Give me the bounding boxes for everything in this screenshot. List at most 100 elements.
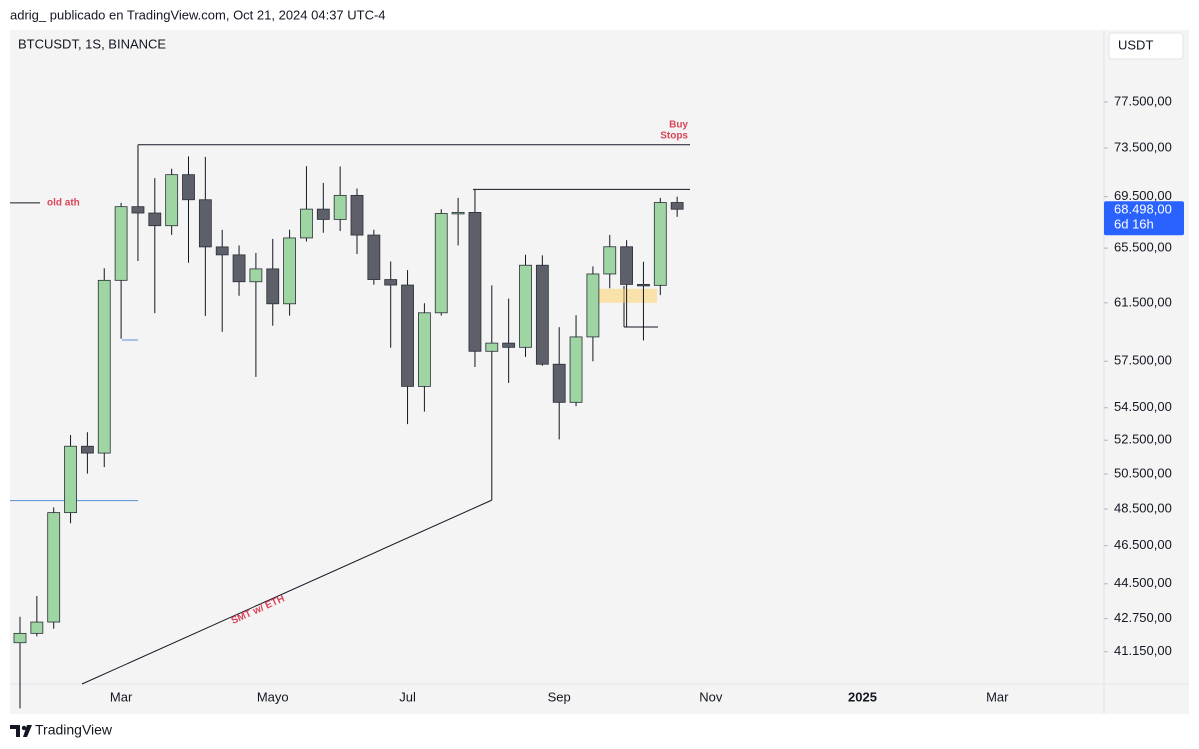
candle bbox=[131, 144, 145, 262]
y-tick-label: 44.500,00 bbox=[1114, 575, 1172, 590]
candle-body bbox=[569, 336, 583, 403]
candle-body bbox=[367, 234, 381, 280]
candle-body bbox=[249, 268, 263, 283]
candle-body bbox=[451, 211, 465, 215]
candle bbox=[401, 270, 414, 425]
candle-body bbox=[316, 208, 330, 220]
candle bbox=[519, 254, 532, 357]
candle-body bbox=[47, 512, 61, 623]
y-tick-label: 48.500,00 bbox=[1114, 500, 1172, 515]
candle bbox=[569, 315, 583, 407]
candle-body bbox=[350, 194, 364, 236]
chart-panel bbox=[10, 30, 1189, 714]
annotation-label: Stops bbox=[660, 130, 688, 141]
zone bbox=[590, 288, 657, 303]
candle bbox=[535, 255, 549, 366]
candle-body bbox=[552, 363, 566, 403]
y-tick-label: 50.500,00 bbox=[1114, 465, 1172, 480]
candle-body bbox=[165, 174, 179, 227]
last-price-marker bbox=[1104, 201, 1184, 236]
chart-title: BTCUSDT, 1S, BINANCE bbox=[18, 36, 166, 51]
candle-body bbox=[535, 264, 549, 365]
candle bbox=[30, 595, 44, 637]
candle-body bbox=[620, 246, 633, 285]
candle-body bbox=[502, 342, 516, 348]
candle bbox=[64, 435, 77, 524]
candle bbox=[502, 298, 516, 383]
candle-body bbox=[485, 342, 499, 352]
level-label: old ath bbox=[47, 198, 80, 209]
candle bbox=[485, 285, 499, 501]
candle bbox=[603, 234, 617, 289]
candle bbox=[300, 166, 313, 242]
candle bbox=[198, 156, 212, 316]
candle bbox=[637, 261, 650, 341]
candle-body bbox=[401, 284, 414, 387]
candle-body bbox=[148, 212, 162, 227]
candle bbox=[47, 507, 61, 629]
candle-body bbox=[81, 445, 94, 454]
candle-body bbox=[131, 206, 145, 214]
candle-body bbox=[232, 254, 246, 283]
candle bbox=[468, 189, 482, 367]
x-tick-label: Mar bbox=[110, 689, 133, 704]
x-tick-label: Nov bbox=[699, 689, 723, 704]
candle-body bbox=[64, 445, 77, 514]
candle bbox=[417, 303, 431, 412]
candle-body bbox=[182, 174, 195, 201]
trendline bbox=[81, 499, 493, 685]
candle bbox=[165, 168, 179, 235]
candle-body bbox=[519, 264, 532, 348]
candle-body bbox=[300, 208, 313, 239]
candle-body bbox=[97, 279, 111, 454]
candle bbox=[670, 196, 684, 217]
x-tick-label: Mayo bbox=[257, 689, 289, 704]
candle-body bbox=[434, 213, 448, 314]
candle-body bbox=[13, 632, 27, 644]
candle-body bbox=[653, 202, 667, 286]
candle bbox=[333, 166, 347, 232]
candle bbox=[283, 229, 297, 316]
candle-body bbox=[384, 279, 398, 286]
annotation-label: Buy bbox=[669, 119, 688, 130]
candle-body bbox=[30, 621, 44, 634]
candle bbox=[316, 182, 330, 233]
brand: TradingView bbox=[35, 722, 113, 738]
candle bbox=[434, 209, 448, 316]
candle bbox=[97, 268, 111, 468]
brand-logo bbox=[10, 725, 32, 737]
candle bbox=[13, 616, 27, 709]
candle-body bbox=[468, 211, 482, 352]
candle-body bbox=[266, 268, 280, 305]
candle-body bbox=[333, 194, 347, 220]
candle bbox=[266, 238, 280, 326]
countdown: 6d 16h bbox=[1114, 217, 1154, 232]
candle-body bbox=[670, 202, 684, 210]
y-tick-label: 73.500,00 bbox=[1114, 139, 1172, 154]
candle bbox=[182, 156, 195, 263]
y-tick-label: 69.500,00 bbox=[1114, 188, 1172, 203]
currency-box[interactable] bbox=[1108, 32, 1184, 60]
candle bbox=[249, 252, 263, 377]
x-tick-label: 2025 bbox=[848, 689, 877, 704]
candle bbox=[384, 261, 398, 348]
candle bbox=[620, 240, 633, 327]
y-tick-label: 65.500,00 bbox=[1114, 240, 1172, 255]
y-tick-label: 77.500,00 bbox=[1114, 93, 1172, 108]
y-tick-label: 57.500,00 bbox=[1114, 353, 1172, 368]
candle-body bbox=[114, 206, 128, 281]
candle bbox=[552, 327, 566, 440]
y-tick-label: 61.500,00 bbox=[1114, 294, 1172, 309]
candle bbox=[451, 197, 465, 246]
candle-body bbox=[637, 284, 650, 287]
y-tick-label: 54.500,00 bbox=[1114, 399, 1172, 414]
y-tick-label: 41.150,00 bbox=[1114, 643, 1172, 658]
x-tick-label: Jul bbox=[399, 689, 416, 704]
candle bbox=[148, 178, 162, 314]
candle-body bbox=[215, 246, 229, 256]
candle bbox=[350, 188, 364, 254]
y-tick-label: 46.500,00 bbox=[1114, 537, 1172, 552]
candle bbox=[215, 229, 229, 332]
candle bbox=[653, 197, 667, 296]
candle bbox=[586, 266, 600, 362]
